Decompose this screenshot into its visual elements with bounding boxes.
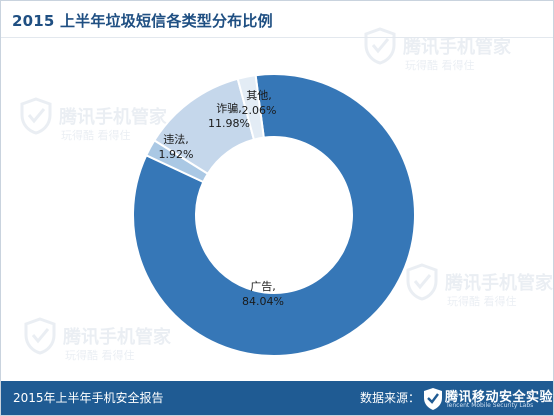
shield-logo-icon [424, 388, 442, 410]
source-label: 数据来源： [360, 391, 421, 405]
donut-slice [132, 73, 416, 357]
slice-value-label: 84.04% [242, 295, 284, 308]
source-logo: 腾讯移动安全实验室 Tencent Mobile Security Labs [423, 386, 553, 412]
footer-bar: 2015年上半年手机安全报告 数据来源： 腾讯移动安全实验室 Tencent M… [1, 381, 553, 415]
source-org: 腾讯移动安全实验室 [445, 390, 554, 405]
donut-chart: 广告, 84.04% 违法, 1.92% 诈骗, 11.98% 其他, 2.06% [132, 73, 416, 357]
slice-value-label: 2.06% [242, 104, 277, 117]
slice-category-label: 违法, [163, 132, 189, 146]
slice-category-label: 广告, [250, 280, 276, 293]
report-name: 2015年上半年手机安全报告 [13, 391, 164, 405]
slice-value-label: 1.92% [159, 148, 194, 161]
source-org-en: Tencent Mobile Security Labs [446, 402, 534, 409]
title-bar: 2015 上半年垃圾短信各类型分布比例 [1, 1, 553, 38]
slice-category-label: 诈骗, [216, 101, 242, 115]
donut-slice [236, 74, 265, 141]
slice-value-label: 11.98% [208, 117, 250, 130]
chart-title: 2015 上半年垃圾短信各类型分布比例 [12, 12, 273, 30]
slice-category-label: 其他, [246, 89, 272, 102]
